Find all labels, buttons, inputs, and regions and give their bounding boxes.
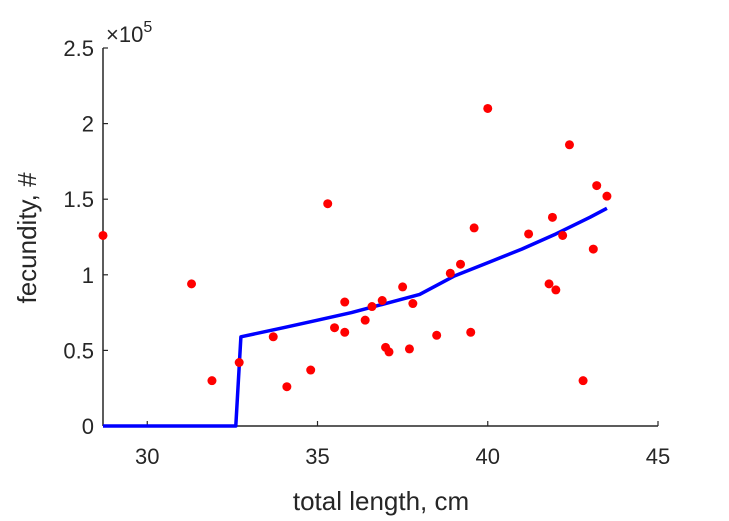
data-point — [445, 268, 455, 278]
data-point — [547, 212, 557, 222]
data-point — [340, 327, 350, 337]
data-point — [377, 296, 387, 306]
data-point — [558, 230, 568, 240]
data-point — [524, 229, 534, 239]
data-point — [367, 302, 377, 312]
data-point — [398, 282, 408, 292]
data-point — [588, 244, 598, 254]
data-point — [404, 344, 414, 354]
y-tick-label: 0.5 — [63, 338, 94, 363]
y-tick-label: 0 — [82, 414, 94, 439]
ticks: 30 35 40 45 0 0.5 1 1.5 2 2.5 — [63, 36, 670, 469]
fit-line-series — [103, 206, 608, 428]
data-point — [469, 223, 479, 233]
x-tick-label: 45 — [646, 444, 670, 469]
data-point — [432, 330, 442, 340]
y-axis-label: fecundity, # — [12, 172, 42, 304]
data-point — [234, 357, 244, 367]
data-point — [564, 140, 574, 150]
data-point — [330, 323, 340, 333]
data-point — [207, 376, 217, 386]
y-exponent-label: ×105 — [106, 19, 152, 47]
data-point — [268, 332, 278, 342]
x-tick-label: 35 — [305, 444, 329, 469]
data-point — [408, 299, 418, 309]
y-tick-label: 2 — [82, 112, 94, 137]
y-tick-label: 1 — [82, 263, 94, 288]
y-tick-label: 1.5 — [63, 187, 94, 212]
data-point — [282, 382, 292, 392]
data-point — [544, 279, 554, 289]
data-point — [456, 259, 466, 269]
data-point — [592, 181, 602, 191]
data-point — [483, 103, 493, 113]
data-point — [323, 199, 333, 209]
scatter-series — [98, 103, 612, 392]
x-tick-label: 40 — [476, 444, 500, 469]
data-point — [340, 297, 350, 307]
data-point — [360, 315, 370, 325]
x-axis-label: total length, cm — [293, 486, 469, 516]
data-point — [602, 191, 612, 201]
data-point — [551, 285, 561, 295]
data-point — [187, 279, 197, 289]
data-point — [466, 327, 476, 337]
fit-line — [103, 206, 608, 428]
data-point — [98, 230, 108, 240]
plot-area: 30 35 40 45 0 0.5 1 1.5 2 2.5 — [63, 36, 670, 469]
y-tick-label: 2.5 — [63, 36, 94, 61]
data-point — [578, 376, 588, 386]
x-tick-label: 30 — [135, 444, 159, 469]
data-point — [384, 347, 394, 357]
data-point — [306, 365, 316, 375]
